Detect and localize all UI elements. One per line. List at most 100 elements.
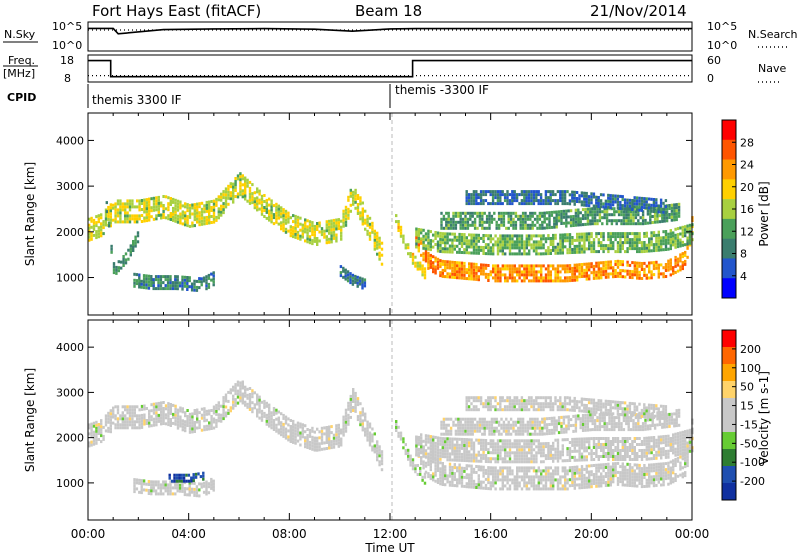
data-cell [124,261,128,265]
data-cell [224,205,228,209]
data-cell [282,229,285,233]
data-cell [646,221,650,225]
data-cell [669,478,672,482]
data-cell [667,464,670,468]
data-cell [612,244,615,248]
data-cell [246,178,249,182]
data-cell [636,244,639,248]
data-cell [472,239,476,243]
data-cell [632,210,635,214]
data-cell [429,259,432,263]
data-cell [532,202,536,206]
scatter-band [395,214,427,280]
data-cell [520,234,524,238]
data-cell [287,429,290,433]
data-cell [339,271,343,275]
data-cell [602,264,605,268]
data-cell [519,226,522,230]
data-cell [176,220,180,224]
data-cell [479,202,483,206]
noise-panel-frame [87,21,693,52]
data-cell [224,193,228,197]
data-cell [577,214,580,218]
data-cell [535,484,538,488]
data-cell [524,226,527,230]
data-cell [664,233,668,236]
data-cell [470,459,473,463]
data-cell [117,260,120,264]
data-cell [154,278,158,282]
data-cell [475,438,478,442]
data-cell [470,453,473,457]
data-cell [547,237,550,241]
data-cell [373,238,376,242]
data-cell [537,252,540,256]
data-cell [555,219,558,223]
data-cell [190,479,193,483]
data-cell [549,487,552,491]
data-cell [672,234,675,238]
data-cell [181,489,184,493]
data-cell [466,211,470,215]
data-cell [92,227,96,231]
data-cell [458,270,461,274]
data-cell [583,241,586,245]
data-cell [500,211,503,215]
data-cell [239,193,242,197]
data-cell [344,423,348,427]
data-cell [679,265,682,269]
data-cell [676,227,680,231]
data-cell [320,429,324,433]
data-cell [258,407,261,411]
data-cell [420,436,423,440]
data-cell [258,410,261,414]
data-cell [655,248,658,252]
data-cell [436,260,440,264]
data-cell [174,284,177,288]
data-cell [330,443,333,447]
data-cell [565,218,568,222]
data-cell [337,218,340,222]
data-cell [470,277,473,281]
data-cell [554,469,557,473]
data-cell [109,224,112,228]
data-cell [166,486,170,490]
data-cell [469,214,472,218]
data-cell [439,249,442,253]
data-cell [504,267,507,271]
data-cell [612,272,615,276]
data-cell [102,425,105,429]
data-cell [573,471,576,475]
data-cell [653,217,657,221]
data-cell [143,219,146,223]
data-cell [427,247,430,251]
data-cell [448,468,452,472]
data-cell [637,219,640,223]
data-cell [638,238,641,242]
data-cell [508,487,512,491]
data-cell [585,232,588,236]
data-cell [446,250,449,254]
data-cell [477,483,480,487]
data-cell [325,238,328,242]
data-cell [436,240,440,244]
data-cell [186,493,189,497]
data-cell [280,412,283,416]
data-cell [344,429,348,433]
data-cell [523,202,526,206]
data-cell [621,260,624,264]
data-cell [573,477,576,481]
data-cell [506,267,509,271]
data-cell [595,204,598,208]
data-cell [626,238,629,242]
data-cell [561,193,564,197]
data-cell [549,249,552,252]
data-cell [559,196,562,200]
data-cell [122,264,125,267]
data-cell [320,233,324,237]
data-cell [609,468,612,472]
data-cell [475,262,478,266]
data-cell [677,202,681,206]
scatter-band [168,471,205,483]
